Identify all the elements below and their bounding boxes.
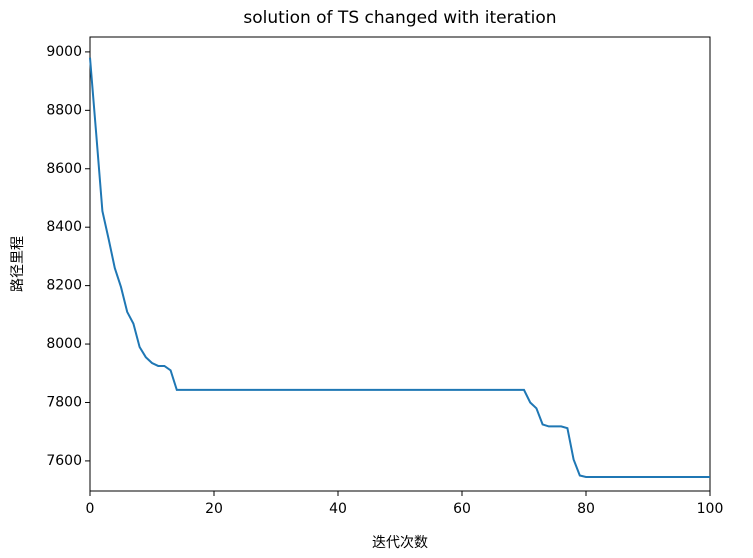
chart-title: solution of TS changed with iteration: [243, 8, 556, 28]
data-line: [89, 57, 710, 478]
y-tick-label: 8000: [46, 336, 82, 352]
y-tick-label: 8200: [46, 278, 82, 294]
x-tick-label: 20: [205, 501, 223, 517]
x-tick-label: 80: [577, 501, 595, 517]
x-tick-label: 100: [697, 501, 724, 517]
x-axis-label: 迭代次数: [372, 535, 428, 551]
y-axis-label: 路径里程: [10, 236, 26, 292]
y-tick-label: 8400: [46, 219, 82, 235]
y-tick-label: 9000: [46, 44, 82, 60]
y-tick-label: 8600: [46, 161, 82, 177]
x-tick-label: 60: [453, 501, 471, 517]
y-tick-label: 8800: [46, 102, 82, 118]
y-tick-label: 7600: [46, 453, 82, 469]
x-tick-label: 40: [329, 501, 347, 517]
x-tick-label: 0: [86, 501, 95, 517]
plot-frame: [89, 36, 711, 492]
y-tick-label: 7800: [46, 394, 82, 410]
